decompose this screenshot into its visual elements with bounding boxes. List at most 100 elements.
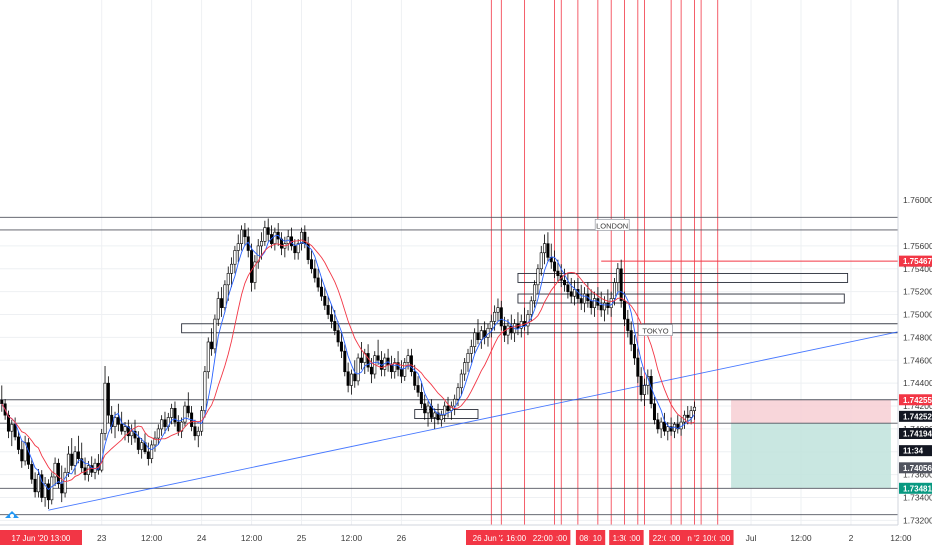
candle-body (479, 330, 483, 341)
candle-body (76, 451, 80, 459)
y-tick-label: 1.74600 (903, 355, 932, 365)
candle-body (33, 478, 37, 493)
candle-body (423, 403, 427, 414)
candle-body (106, 382, 110, 416)
candle-body (60, 483, 64, 494)
y-tick-label: 1.74400 (903, 378, 932, 388)
candle-body (203, 371, 207, 411)
candle-body (593, 298, 597, 308)
candle-body (496, 307, 500, 313)
candle-body (666, 426, 670, 432)
candle-body (186, 405, 190, 414)
candle-body (173, 408, 177, 423)
candle-body (210, 341, 214, 350)
candle-body (30, 464, 34, 480)
candle-body (230, 263, 234, 274)
candle-body (376, 355, 380, 361)
candle-body (176, 421, 180, 432)
x-time-tag-bg (502, 530, 530, 545)
x-time-tag-label: 16:00 (506, 534, 527, 543)
candle-body (0, 400, 4, 405)
candle-body (339, 341, 343, 352)
x-time-tag-bg (589, 530, 606, 545)
candle-body (616, 268, 620, 283)
y-tick-labels: 1.75600 1.75400 1.75200 1.75000 1.74800 1.746… (903, 195, 932, 525)
y-tick-label: 1.73200 (903, 515, 932, 525)
candle-body (253, 261, 257, 283)
x-tick-label: 12:00 (241, 533, 263, 543)
candle-body (266, 227, 270, 235)
session-label-text: TOKYO (642, 327, 668, 336)
candle-body (546, 243, 550, 258)
candle-body (506, 325, 510, 336)
price-tag-bg (899, 394, 932, 406)
candle-body (113, 417, 117, 427)
candle-body (426, 405, 430, 414)
candle-body (623, 300, 627, 320)
x-time-tag-bg (552, 530, 571, 545)
candle-body (223, 284, 227, 308)
candle-body (389, 364, 393, 373)
price-tag-label: 11:34 (903, 447, 924, 456)
x-tick-label: 12:00 (790, 533, 812, 543)
sr-box (414, 409, 479, 420)
candle-body (566, 284, 570, 292)
candle-body (469, 346, 473, 354)
x-time-tag-label: :00 (669, 534, 681, 543)
candle-body (293, 245, 297, 254)
candle-body (193, 426, 197, 437)
candle-body (536, 268, 540, 286)
sr-box (517, 272, 849, 283)
candle-body (463, 362, 467, 375)
candle-body (93, 462, 97, 473)
candle-body (260, 241, 264, 247)
x-time-tag-label: 1:30 (613, 534, 629, 543)
stop-loss-zone (731, 399, 891, 424)
candle-body (236, 243, 240, 251)
candle-body (443, 405, 447, 416)
candle-body (689, 410, 693, 418)
x-time-tag-label: 22:00 (533, 534, 554, 543)
candle-body (533, 284, 537, 302)
session-label-tokyo: TOKYO (638, 324, 673, 336)
x-tick-label: 12:00 (141, 533, 163, 543)
x-time-tag-bg (665, 530, 684, 545)
x-time-tag-bg (0, 530, 82, 545)
candle-body (130, 430, 134, 437)
candle-body (56, 462, 60, 485)
price-tag: 1.75467 (899, 255, 932, 267)
candle-body (323, 295, 327, 306)
candle-body (70, 453, 74, 466)
x-tick-label: 2 (849, 533, 854, 543)
x-time-tag-label: :00 (556, 534, 568, 543)
candle-body (346, 371, 350, 386)
candle-body (163, 419, 167, 427)
candle-body (36, 474, 40, 493)
ma-slow-line (1, 239, 695, 483)
x-time-tag-label: 10:00 (703, 534, 724, 543)
candle-body (313, 268, 317, 279)
candle-body (606, 302, 610, 308)
candle-body (419, 392, 423, 405)
candle-body (216, 298, 220, 320)
candle-body (263, 227, 267, 242)
x-tick-label: 24 (197, 533, 207, 543)
price-tag-label: 1.74056 (903, 464, 932, 473)
candle-body (316, 277, 320, 288)
candle-body (326, 305, 330, 315)
x-tick-label: 23 (97, 533, 107, 543)
candle-body (556, 270, 560, 276)
candle-body (493, 311, 497, 322)
candle-body (446, 405, 450, 411)
candle-body (626, 318, 630, 331)
candle-body (599, 305, 603, 311)
x-time-tag-bg (529, 530, 557, 545)
candle-body (662, 421, 666, 432)
candle-body (333, 321, 337, 331)
price-tag-label: 1.73481 (903, 484, 932, 493)
candle-body (543, 243, 547, 254)
candle-body (53, 462, 57, 478)
candle-body (529, 300, 533, 315)
